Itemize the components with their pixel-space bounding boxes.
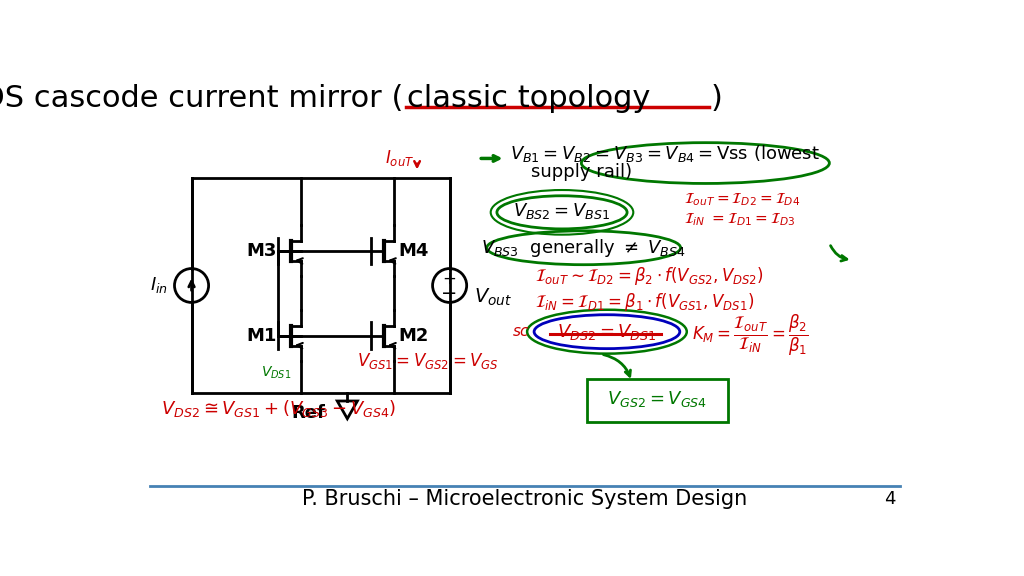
Text: $V_{DS2} = V_{DS1}$: $V_{DS2} = V_{DS1}$ [557,321,656,342]
Text: $K_M = \dfrac{\mathcal{I}_{ouT}}{\mathcal{I}_{iN}} = \dfrac{\beta_2}{\beta_1}$: $K_M = \dfrac{\mathcal{I}_{ouT}}{\mathca… [692,313,809,358]
Text: $V_{B1}$$=V_{B2}$$=V_{B3}$$=V_{B4}$$=$Vss (lowest: $V_{B1}$$=V_{B2}$$=V_{B3}$$=V_{B4}$$=$Vs… [510,142,820,164]
Text: Ref: Ref [292,404,326,422]
Text: $V_{GS1}$$=V_{GS2}$$=V_{GS}$: $V_{GS1}$$=V_{GS2}$$=V_{GS}$ [356,351,499,371]
Text: sc: sc [513,324,529,339]
Text: $\mathcal{I}_{ouT} = \mathcal{I}_{D2} = \mathcal{I}_{D4}$: $\mathcal{I}_{ouT} = \mathcal{I}_{D2} = … [684,191,801,207]
Text: $\mathcal{I}_{iN}\;= \mathcal{I}_{D1} = \mathcal{I}_{D3}$: $\mathcal{I}_{iN}\;= \mathcal{I}_{D1} = … [684,212,796,229]
Text: $I_{in}$: $I_{in}$ [151,275,168,295]
Text: $\mathcal{I}_{iN} = \mathcal{I}_{D1} = \beta_1\cdot f(V_{GS1},V_{DS1})$: $\mathcal{I}_{iN} = \mathcal{I}_{D1} = \… [535,291,754,313]
Text: $I_{ouT}$: $I_{ouT}$ [385,149,414,168]
Text: ): ) [711,84,723,113]
Text: $V_{out}$: $V_{out}$ [474,286,513,308]
Text: −: − [441,284,458,303]
Text: M4: M4 [398,242,428,260]
Text: P. Bruschi – Microelectronic System Design: P. Bruschi – Microelectronic System Desi… [302,489,748,509]
Text: M1: M1 [246,327,276,344]
Text: $V_{GS2} = V_{GS4}$: $V_{GS2} = V_{GS4}$ [606,389,707,409]
Text: 4: 4 [884,490,895,508]
Text: $V_{DS1}$: $V_{DS1}$ [261,364,292,381]
Text: CMOS cascode current mirror (: CMOS cascode current mirror ( [0,84,403,113]
Text: $V_{BS2}$$=V_{BS1}$: $V_{BS2}$$=V_{BS1}$ [513,201,610,221]
Text: M2: M2 [398,327,428,344]
Text: supply rail): supply rail) [531,164,632,181]
Text: $V_{DS2} \cong V_{GS1}+(V_{GS3}-V_{GS4})$: $V_{DS2} \cong V_{GS1}+(V_{GS3}-V_{GS4})… [161,398,395,419]
Text: $\mathcal{I}_{ouT}$$\sim$$\mathcal{I}_{D2} = \beta_2\cdot f(V_{GS2},V_{DS2})$: $\mathcal{I}_{ouT}$$\sim$$\mathcal{I}_{D… [535,266,764,287]
Text: +: + [442,270,457,287]
Text: M3: M3 [246,242,276,260]
Text: $V_{BS3}$  generally $\neq$ $V_{BS4}$: $V_{BS3}$ generally $\neq$ $V_{BS4}$ [481,237,686,259]
Text: classic topology: classic topology [407,84,650,113]
